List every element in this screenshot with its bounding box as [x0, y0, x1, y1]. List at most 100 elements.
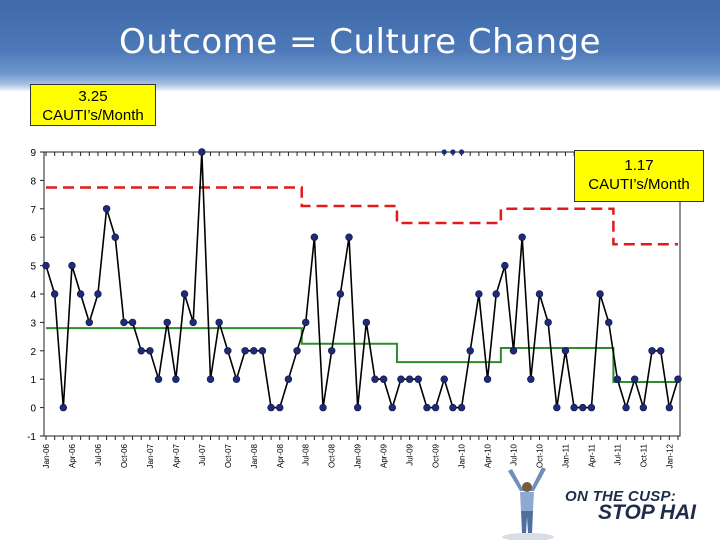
- data-point: [466, 347, 474, 355]
- y-tick-label: 1: [30, 375, 36, 386]
- data-point: [561, 347, 570, 355]
- data-point: [527, 375, 535, 383]
- x-tick-label: Jul-10: [510, 443, 519, 465]
- data-point: [59, 403, 68, 412]
- data-point: [457, 403, 466, 412]
- data-point: [379, 375, 388, 383]
- data-point: [648, 347, 656, 355]
- data-point: [579, 403, 587, 412]
- data-point: [258, 347, 267, 355]
- data-point: [128, 318, 137, 327]
- x-tick-label: Apr-10: [484, 443, 493, 468]
- y-tick-label: 6: [30, 233, 36, 244]
- data-point: [492, 290, 500, 298]
- data-point: [535, 290, 544, 298]
- slide-title: Outcome = Culture Change: [118, 22, 602, 62]
- data-point: [665, 403, 674, 412]
- x-tick-label: Oct-09: [432, 443, 441, 468]
- top-axis-marker: [450, 149, 456, 155]
- data-point: [137, 347, 145, 355]
- data-point: [102, 205, 111, 213]
- data-point: [154, 375, 163, 383]
- data-point: [276, 403, 284, 412]
- current-rate-callout: 1.17 CAUTI’s/Month: [574, 150, 704, 202]
- logo-tagline: ON THE CUSP:: [565, 488, 677, 505]
- x-tick-label: Jul-09: [406, 443, 415, 465]
- data-point: [250, 347, 258, 355]
- x-tick-label: Jan-07: [146, 443, 155, 468]
- x-tick-label: Jul-06: [94, 443, 103, 465]
- data-point: [431, 403, 440, 412]
- title-bar: Outcome = Culture Change: [0, 0, 720, 92]
- logo-name: STOP HAI: [598, 501, 697, 524]
- data-point: [353, 403, 362, 412]
- x-tick-label: Apr-11: [587, 443, 596, 467]
- data-point: [111, 233, 119, 241]
- y-tick-label: 9: [30, 148, 36, 159]
- x-tick-label: Apr-07: [172, 443, 181, 468]
- data-point: [163, 318, 171, 327]
- data-point: [509, 347, 518, 355]
- y-tick-label: 3: [30, 318, 36, 329]
- data-point: [388, 403, 397, 412]
- data-point: [483, 375, 492, 383]
- data-point: [397, 375, 405, 383]
- data-point: [94, 290, 102, 298]
- data-point: [146, 347, 154, 355]
- data-point: [284, 375, 293, 383]
- data-point: [310, 233, 319, 241]
- data-point: [423, 403, 431, 412]
- data-point: [232, 375, 241, 383]
- top-axis-marker: [458, 149, 465, 155]
- y-tick-label: 7: [30, 205, 36, 216]
- data-point: [68, 261, 76, 270]
- x-tick-label: Jan-10: [458, 443, 467, 468]
- y-tick-label: 5: [30, 262, 36, 273]
- x-tick-label: Jan-11: [561, 443, 570, 467]
- data-point: [405, 375, 414, 383]
- data-point: [587, 403, 596, 412]
- data-point: [76, 290, 85, 298]
- data-point: [518, 233, 526, 241]
- data-point: [336, 290, 345, 298]
- data-point: [215, 318, 223, 327]
- y-tick-label: 0: [30, 404, 36, 415]
- x-tick-label: Apr-09: [380, 443, 389, 468]
- top-axis-marker: [441, 149, 447, 155]
- cauti-count-line: [45, 151, 679, 411]
- data-point: [50, 290, 59, 298]
- y-tick-label: 2: [30, 347, 36, 358]
- cusp-logo: ON THE CUSP: STOP HAI: [490, 465, 720, 540]
- x-tick-label: Jan-12: [665, 443, 674, 468]
- baseline-rate-callout: 3.25 CAUTI’s/Month: [30, 84, 156, 126]
- data-point: [674, 375, 682, 383]
- data-point: [613, 375, 622, 383]
- x-tick-label: Oct-08: [328, 443, 337, 468]
- center-line: [46, 327, 678, 384]
- x-tick-label: Jan-08: [250, 443, 259, 468]
- data-point: [362, 318, 371, 327]
- data-point: [414, 375, 422, 383]
- data-point: [449, 403, 457, 412]
- data-point: [622, 403, 630, 412]
- data-point: [198, 148, 206, 156]
- data-point: [639, 403, 648, 412]
- data-point: [224, 347, 232, 355]
- data-point: [85, 318, 93, 327]
- x-tick-label: Jan-06: [42, 443, 51, 468]
- data-point: [345, 233, 353, 241]
- data-point: [302, 318, 310, 327]
- data-point: [293, 347, 301, 355]
- x-tick-label: Jul-11: [613, 443, 622, 465]
- data-point: [241, 347, 249, 355]
- data-point: [172, 375, 180, 383]
- data-point: [475, 290, 483, 298]
- x-tick-label: Oct-06: [120, 443, 129, 468]
- x-tick-label: Apr-08: [276, 443, 285, 468]
- data-point: [440, 375, 448, 383]
- data-point: [42, 261, 50, 270]
- data-point: [120, 318, 128, 327]
- x-tick-label: Jul-08: [302, 443, 311, 465]
- y-tick-label: -1: [27, 432, 36, 443]
- data-point: [605, 318, 613, 327]
